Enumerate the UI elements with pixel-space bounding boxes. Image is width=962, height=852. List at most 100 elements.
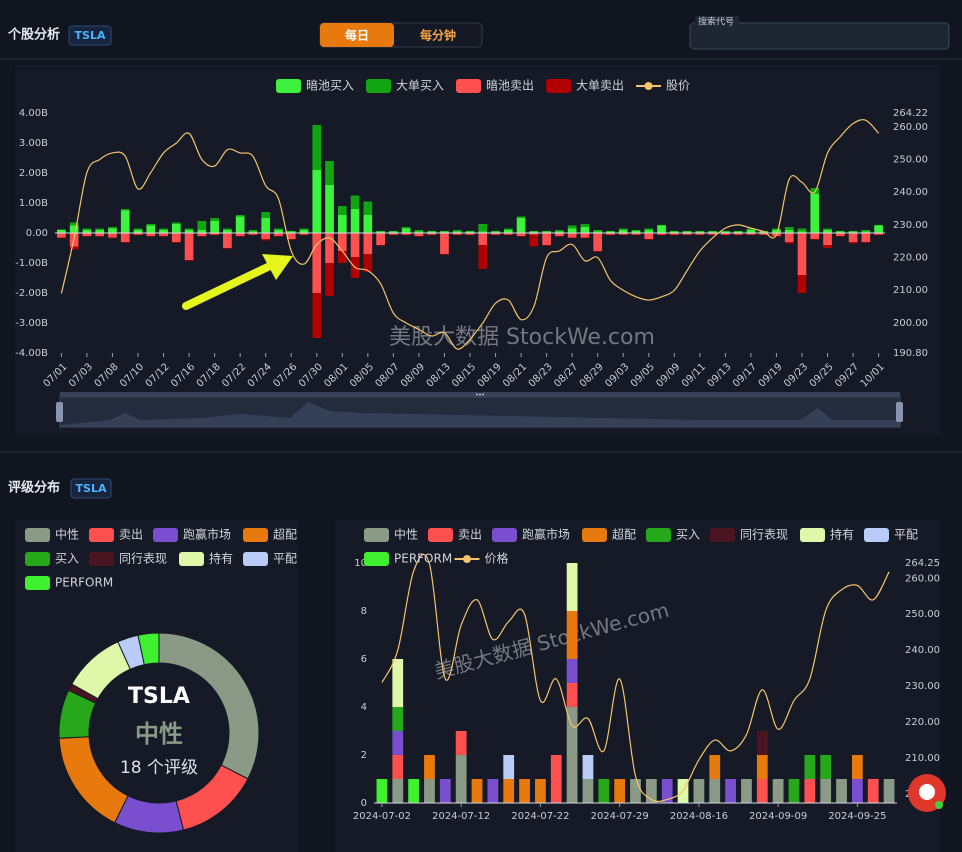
bar: [631, 230, 641, 233]
legend-swatch: [646, 528, 671, 542]
bar: [491, 234, 500, 236]
bar: [516, 218, 526, 233]
bar: [721, 234, 730, 236]
y2-tick-label: 264.22: [893, 108, 928, 119]
bar: [759, 231, 769, 233]
bar: [171, 222, 181, 224]
bar: [184, 260, 194, 261]
bar: [120, 233, 130, 242]
bar: [223, 248, 232, 249]
bar: [823, 230, 832, 233]
bar: [248, 233, 258, 235]
y-tick-label: 2: [361, 750, 367, 761]
bar: [618, 230, 628, 233]
bar: [197, 221, 207, 230]
bar: [503, 234, 513, 236]
y-tick-label: 10: [354, 558, 367, 569]
bar: [784, 227, 794, 230]
bar: [392, 659, 404, 707]
tab-active[interactable]: [320, 23, 394, 47]
y-tick-label: 0.00: [26, 228, 48, 239]
bar: [401, 227, 411, 229]
y2-tick-label: 220.00: [893, 253, 928, 264]
search-box[interactable]: [689, 22, 950, 50]
bar: [630, 779, 641, 803]
bar: [631, 234, 641, 236]
bar: [274, 233, 283, 236]
bar: [567, 237, 577, 239]
bar: [708, 230, 717, 232]
bar: [350, 209, 360, 233]
bar: [69, 246, 79, 250]
zoom-handle[interactable]: [896, 402, 903, 422]
bar: [414, 236, 424, 237]
bar: [593, 231, 603, 233]
bar: [772, 228, 781, 230]
bar: [772, 230, 781, 233]
bar: [503, 228, 513, 230]
tab[interactable]: 每分钟: [420, 28, 456, 43]
tab[interactable]: 每日: [345, 28, 369, 43]
bar: [529, 230, 539, 232]
bar: [851, 755, 863, 779]
bar: [542, 231, 551, 233]
center-title: TSLA: [128, 684, 190, 709]
center-text: 18 个评级: [120, 758, 198, 778]
bar: [555, 230, 564, 232]
bar: [874, 233, 883, 235]
bar: [835, 236, 845, 237]
price-line: [60, 119, 880, 350]
bar: [810, 233, 820, 239]
y2-tick-label: 210.00: [893, 285, 928, 296]
bar: [337, 233, 347, 251]
bar: [408, 779, 420, 803]
legend-label: 股价: [666, 79, 690, 93]
bar: [133, 228, 143, 230]
bar: [874, 225, 883, 233]
bar: [491, 231, 500, 233]
bar: [682, 231, 692, 233]
bar: [746, 234, 756, 236]
drag-dot: [482, 393, 484, 396]
bar: [376, 230, 385, 232]
bar: [861, 233, 871, 242]
bar: [682, 230, 692, 232]
bar: [299, 230, 309, 233]
legend-label: 大单买入: [396, 79, 444, 93]
legend-label: 买入: [55, 552, 79, 566]
bar: [210, 234, 219, 236]
legend-label: 价格: [485, 551, 509, 566]
legend-swatch: [89, 528, 114, 542]
bar: [848, 242, 858, 244]
bar: [580, 237, 590, 239]
bar: [503, 779, 515, 803]
bar: [550, 755, 562, 803]
bar: [542, 233, 551, 245]
bar: [874, 224, 883, 226]
bar: [797, 228, 807, 232]
bar: [210, 233, 219, 235]
bar: [82, 228, 92, 230]
bar: [618, 233, 628, 235]
bar: [529, 233, 539, 235]
bar: [835, 233, 845, 236]
legend-label: 大单卖出: [576, 79, 624, 93]
y2-tick-label: 260.00: [893, 122, 928, 133]
bar: [389, 230, 398, 232]
bar: [733, 230, 743, 232]
annotation-arrowhead: [262, 254, 293, 280]
bar: [312, 170, 322, 233]
bar: [299, 228, 309, 230]
bar: [580, 233, 590, 238]
bar: [797, 233, 807, 275]
bar: [120, 210, 130, 233]
bar: [261, 212, 271, 218]
bar: [465, 230, 475, 232]
legend-label: 卖出: [458, 528, 482, 542]
zoom-handle[interactable]: [56, 402, 63, 422]
y-tick-label: -3.00B: [15, 318, 48, 329]
legend-marker: [463, 555, 471, 563]
legend-label: PERFORM: [394, 552, 452, 566]
legend-label: 平配: [894, 528, 918, 542]
